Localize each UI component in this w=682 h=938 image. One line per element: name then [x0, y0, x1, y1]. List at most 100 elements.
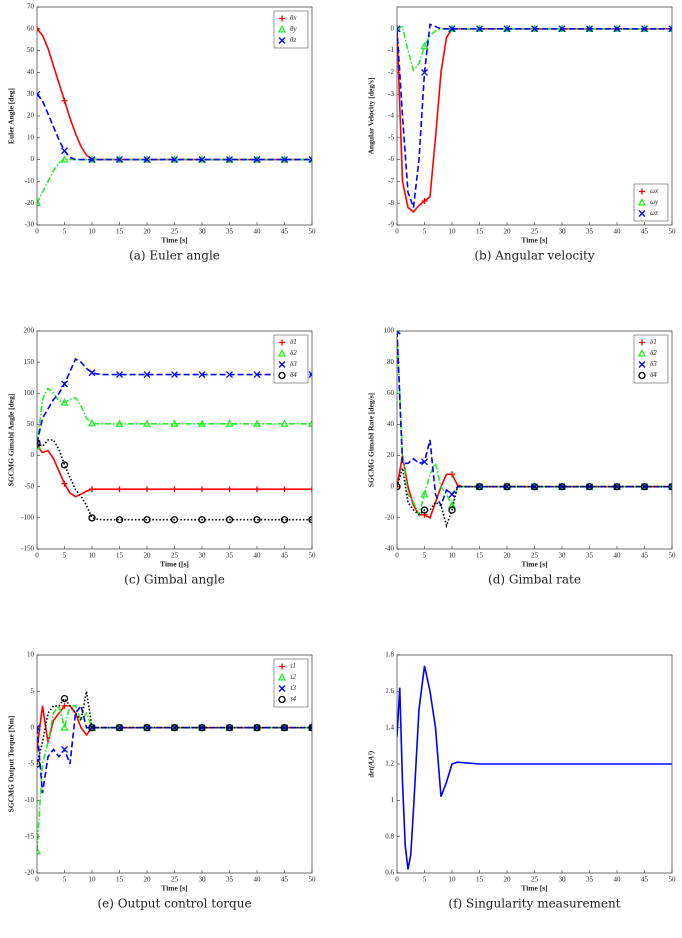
legend-label: τ3 — [290, 684, 297, 692]
x-tick-label: 45 — [281, 552, 289, 560]
marker — [558, 25, 566, 33]
x-tick-label: 15 — [116, 228, 124, 236]
x-tick-label: 0 — [35, 876, 39, 884]
caption: (c) Gimbal angle — [124, 573, 225, 587]
y-tick-label: 5 — [31, 687, 35, 695]
x-tick-label: 20 — [144, 552, 152, 560]
y-tick-label: 50 — [27, 420, 35, 428]
y-tick-label: 0 — [391, 24, 395, 32]
x-tick-label: 25 — [171, 228, 179, 236]
axes-frame — [36, 6, 313, 226]
legend-label: τ4 — [290, 695, 297, 703]
x-tick-label: 25 — [531, 228, 539, 236]
series-line — [37, 93, 312, 161]
series-line — [397, 23, 672, 208]
marker — [586, 25, 593, 33]
marker — [448, 491, 456, 498]
marker — [88, 369, 96, 377]
y-tick-label: 10 — [27, 133, 35, 141]
marker — [280, 724, 289, 732]
y-tick-label: -8 — [388, 199, 394, 207]
y-tick-label: 0 — [31, 723, 35, 731]
y-tick-label: 1.6 — [385, 687, 394, 695]
legend-label: τ1 — [290, 662, 296, 670]
y-tick-label: 30 — [27, 90, 35, 98]
x-tick-label: 20 — [504, 228, 512, 236]
marker — [476, 25, 483, 33]
x-tick-label: 40 — [254, 552, 262, 560]
x-tick-label: 40 — [254, 228, 262, 236]
y-tick-label: 60 — [27, 24, 35, 32]
y-axis-label: SGCMG Output Torque [Nm] — [7, 716, 16, 813]
marker — [87, 418, 97, 427]
legend-marker — [279, 15, 285, 22]
x-axis-label: Time [s] — [521, 884, 547, 893]
marker — [115, 419, 124, 427]
marker — [198, 156, 206, 164]
marker — [307, 419, 312, 427]
marker — [116, 156, 123, 164]
x-tick-label: 5 — [423, 876, 427, 884]
x-tick-label: 35 — [586, 552, 594, 560]
y-tick-label: -7 — [388, 177, 394, 185]
y-tick-label: -9 — [388, 221, 394, 229]
legend-marker — [278, 685, 286, 692]
x-tick-label: 50 — [309, 552, 317, 560]
legend-label: τ2 — [290, 673, 297, 681]
plot-area — [37, 357, 312, 524]
y-tick-label: 0.6 — [385, 869, 394, 877]
marker — [308, 156, 312, 164]
y-tick-label: -20 — [385, 513, 395, 521]
series-line — [397, 28, 672, 214]
plot-area — [397, 331, 672, 529]
legend-label: ωy — [650, 198, 659, 206]
x-tick-label: 35 — [226, 228, 234, 236]
series-line — [37, 158, 312, 204]
x-tick-label: 50 — [669, 552, 677, 560]
marker — [253, 516, 261, 524]
marker — [667, 482, 672, 490]
marker — [253, 371, 261, 379]
y-tick-label: -4 — [388, 112, 394, 120]
x-tick-label: 35 — [226, 552, 234, 560]
x-tick-label: 0 — [395, 876, 399, 884]
marker — [420, 506, 429, 514]
legend-marker — [277, 349, 287, 357]
marker — [397, 24, 402, 32]
marker — [530, 483, 539, 491]
marker — [225, 419, 234, 427]
marker — [197, 419, 207, 427]
legend-marker — [637, 349, 647, 357]
y-tick-label: 0 — [31, 451, 35, 459]
marker — [115, 516, 124, 524]
legend-label: δ2 — [290, 349, 297, 357]
x-axis-label: Time ([s] — [160, 560, 189, 569]
legend-marker — [279, 339, 285, 346]
series-line — [397, 665, 672, 870]
x-axis-label: Time [s] — [161, 884, 187, 893]
x-tick-label: 0 — [35, 228, 39, 236]
x-tick-label: 40 — [614, 876, 622, 884]
y-tick-label: -10 — [25, 796, 35, 804]
x-tick-label: 50 — [669, 876, 677, 884]
x-tick-label: 15 — [116, 552, 124, 560]
x-tick-label: 15 — [476, 552, 484, 560]
marker — [475, 483, 484, 491]
y-tick-label: -100 — [21, 513, 34, 521]
y-tick-label: 20 — [387, 451, 395, 459]
x-tick-label: 5 — [423, 228, 427, 236]
y-tick-label: 1 — [391, 796, 395, 804]
marker — [253, 156, 261, 164]
marker — [61, 480, 68, 487]
caption: (d) Gimbal rate — [488, 573, 581, 587]
x-tick-label: 20 — [504, 876, 512, 884]
marker — [397, 483, 400, 490]
marker — [280, 516, 289, 524]
x-tick-label: 45 — [281, 228, 289, 236]
marker — [115, 724, 124, 732]
x-tick-label: 35 — [586, 876, 594, 884]
legend-marker — [278, 361, 286, 368]
y-axis-label: Euler Angle [deg] — [7, 88, 16, 144]
legend-marker — [277, 25, 287, 33]
